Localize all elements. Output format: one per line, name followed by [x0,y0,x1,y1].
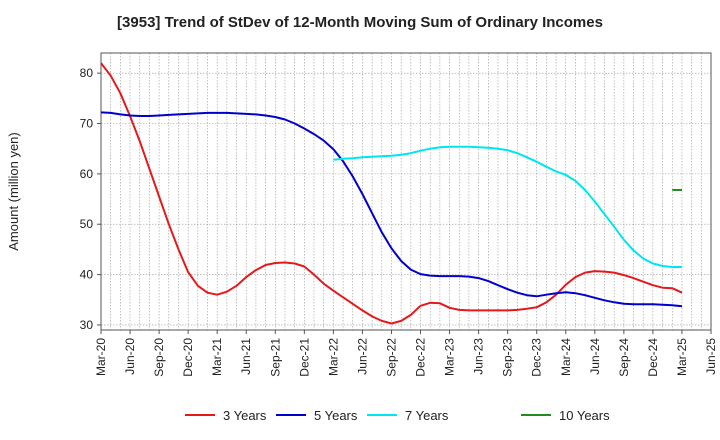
x-tick-label: Sep-22 [384,338,398,377]
y-tick-label: 80 [80,66,94,80]
chart-title: [3953] Trend of StDev of 12-Month Moving… [117,14,603,31]
y-axis: 30 40 50 60 70 80 [80,66,101,332]
x-tick-label: Dec-22 [414,338,428,377]
y-tick-label: 70 [80,117,94,131]
x-tick-label: Sep-23 [501,338,515,377]
x-tick-label: Mar-23 [443,338,457,376]
x-tick-label: Sep-20 [152,338,166,377]
x-tick-label: Dec-23 [530,338,544,377]
x-tick-label: Dec-24 [646,338,660,377]
legend-label-7-years: 7 Years [405,408,449,423]
y-tick-label: 40 [80,268,94,282]
series-line-5-years [100,111,683,308]
y-tick-label: 30 [80,318,94,332]
legend: 3 Years 5 Years 7 Years 10 Years [185,408,610,423]
y-tick-label: 60 [80,167,94,181]
legend-label-10-years: 10 Years [559,408,610,423]
x-tick-label: Mar-21 [210,338,224,376]
y-axis-title: Amount (million yen) [6,132,21,251]
x-tick-label: Jun-24 [588,338,602,375]
series-line-7-years [333,145,682,268]
x-axis: Mar-20 Jun-20 Sep-20 Dec-20 Mar-21 Jun-21 Sep-… [94,330,718,377]
x-tick-label: Mar-22 [326,338,340,376]
x-tick-label: Dec-20 [181,338,195,377]
x-tick-label: Mar-25 [675,338,689,376]
series-line-3-years [100,62,683,325]
grid-lines [100,53,712,330]
plot-area [101,53,711,330]
series-lines [100,62,683,325]
y-tick-label: 50 [80,217,94,231]
plot-frame [100,52,712,331]
x-tick-label: Jun-25 [704,338,718,375]
x-tick-label: Jun-23 [472,338,486,375]
x-tick-label: Sep-24 [617,338,631,377]
legend-label-5-years: 5 Years [314,408,358,423]
legend-label-3-years: 3 Years [223,408,267,423]
x-tick-label: Jun-21 [239,338,253,375]
x-tick-label: Sep-21 [268,338,282,377]
x-tick-label: Mar-24 [559,338,573,376]
x-tick-label: Jun-22 [355,338,369,375]
x-tick-label: Jun-20 [123,338,137,375]
x-tick-label: Mar-20 [94,338,108,376]
x-tick-label: Dec-21 [297,338,311,377]
